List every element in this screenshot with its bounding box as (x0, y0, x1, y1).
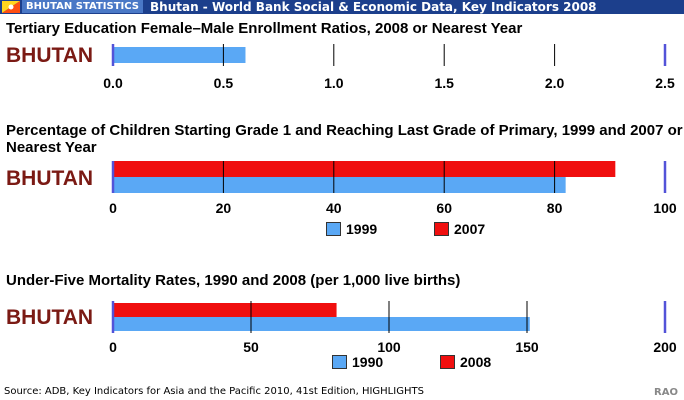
legend-label: 2008 (460, 354, 492, 370)
bar-1999 (113, 177, 566, 193)
header-title: Bhutan - World Bank Social & Economic Da… (150, 0, 597, 14)
credit-label: RAO (654, 387, 678, 398)
legend-label: 1990 (352, 354, 384, 370)
header-tag: BHUTAN STATISTICS (22, 0, 143, 13)
chart-3-category-label: BHUTAN (6, 306, 94, 329)
tick-label: 2.5 (655, 75, 675, 91)
chart-1-title: Tertiary Education Female–Male Enrollmen… (6, 20, 523, 37)
tick-label: 20 (216, 200, 232, 216)
tick-label: 60 (436, 200, 452, 216)
tick-label: 50 (243, 339, 259, 355)
bar-1990 (113, 317, 530, 331)
chart-2-legend-1999: 1999 (326, 221, 377, 237)
chart-1-category-label: BHUTAN (6, 44, 94, 67)
bar-series-0 (113, 47, 246, 63)
legend-label: 1999 (346, 221, 378, 237)
legend-label: 2007 (454, 221, 486, 237)
source-note: Source: ADB, Key Indicators for Asia and… (4, 386, 424, 397)
header-bar: BHUTAN STATISTICS Bhutan - World Bank So… (0, 0, 684, 14)
bhutan-flag-icon (2, 1, 20, 13)
bar-2008 (113, 303, 337, 317)
chart-3-legend-1990: 1990 (332, 354, 383, 370)
chart-2-category-label: BHUTAN (6, 167, 94, 190)
tick-label: 100 (653, 200, 677, 216)
tick-label: 100 (377, 339, 401, 355)
tick-label: 0 (109, 339, 117, 355)
bar-2007 (113, 161, 616, 177)
tick-label: 2.0 (545, 75, 565, 91)
chart-1-plot: 0.0 0.5 1.0 1.5 2.0 2.5 (103, 44, 675, 91)
tick-label: 1.0 (324, 75, 344, 91)
tick-label: 0 (109, 200, 117, 216)
tick-label: 200 (653, 339, 677, 355)
chart-3-title: Under-Five Mortality Rates, 1990 and 200… (6, 272, 461, 289)
chart-2-legend-2007: 2007 (434, 221, 485, 237)
legend-swatch-red (440, 355, 455, 369)
tick-label: 150 (515, 339, 539, 355)
tick-label: 0.0 (103, 75, 123, 91)
chart-2-title: Percentage of Children Starting Grade 1 … (6, 122, 683, 156)
tick-label: 40 (326, 200, 342, 216)
tick-label: 0.5 (214, 75, 234, 91)
chart-3-plot: 0 50 100 150 200 (109, 301, 677, 355)
legend-swatch-red (434, 222, 449, 236)
chart-3-legend-2008: 2008 (440, 354, 491, 370)
legend-swatch-blue (326, 222, 341, 236)
tick-label: 1.5 (434, 75, 454, 91)
chart-2-plot: 0 20 40 60 80 100 (109, 161, 677, 216)
tick-label: 80 (547, 200, 563, 216)
legend-swatch-blue (332, 355, 347, 369)
